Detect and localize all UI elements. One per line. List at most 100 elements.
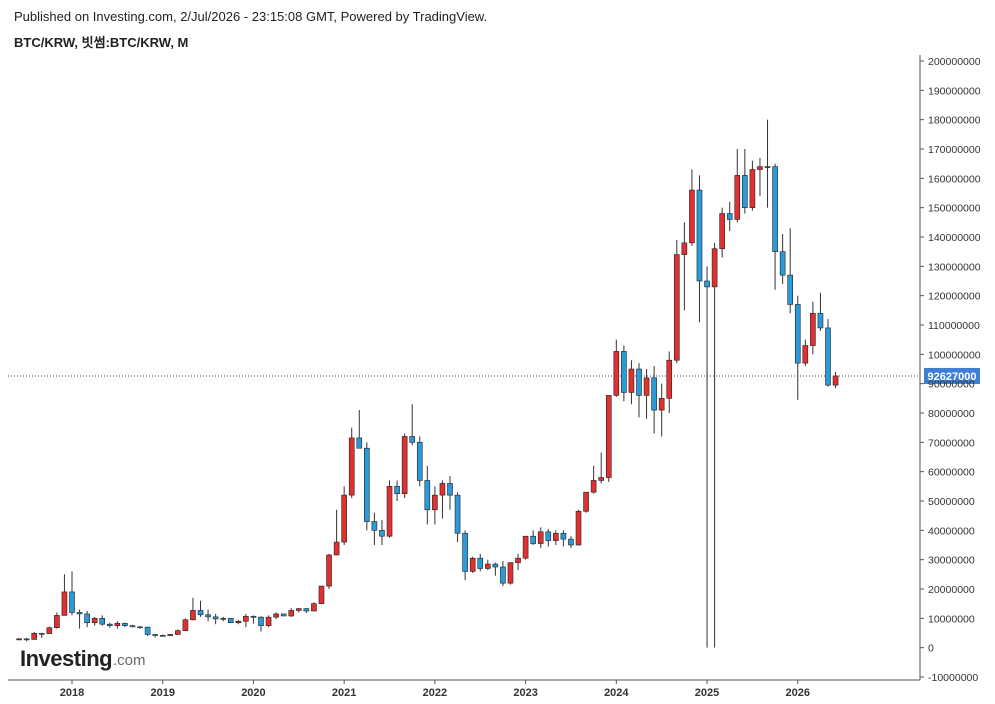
candle-body-up xyxy=(810,312,816,346)
candle xyxy=(779,234,786,284)
candle-body-down xyxy=(742,175,748,208)
candle-body-down xyxy=(477,557,484,569)
candle xyxy=(462,530,468,581)
candle-body-up xyxy=(220,618,226,620)
current-price-line: 92627000 xyxy=(8,367,980,384)
candle-body-down xyxy=(817,312,824,329)
candle xyxy=(303,608,310,614)
candle xyxy=(401,433,408,499)
candle-body-up xyxy=(658,398,665,411)
candle xyxy=(689,169,695,246)
candle xyxy=(764,119,771,208)
y-tick-label: 100000000 xyxy=(928,349,981,361)
candle-body-down xyxy=(462,532,468,572)
candle-body-down xyxy=(122,623,128,626)
candle-body-down xyxy=(621,351,627,393)
candle-body-up xyxy=(832,375,839,386)
candle xyxy=(492,562,499,576)
y-tick-label: 90000000 xyxy=(928,379,975,391)
y-tick-label: 130000000 xyxy=(928,261,981,273)
candle-body-up xyxy=(469,557,476,572)
candle-body-down xyxy=(447,483,453,496)
candle-body-up xyxy=(666,359,673,399)
candle-body-down xyxy=(492,563,499,568)
candle-body-down xyxy=(250,615,257,618)
candle-body-up xyxy=(484,563,491,569)
candle xyxy=(371,512,378,545)
candle xyxy=(772,163,778,290)
candle xyxy=(726,201,733,232)
candle xyxy=(447,476,453,510)
candle-body-down xyxy=(424,480,431,511)
candle xyxy=(182,618,189,632)
candle xyxy=(454,492,461,543)
candle xyxy=(643,369,650,419)
candle xyxy=(719,207,725,258)
candle xyxy=(810,301,816,355)
candle xyxy=(144,626,151,636)
candle-body-up xyxy=(348,437,355,496)
candle-body-up xyxy=(114,623,121,626)
candle xyxy=(220,616,226,622)
candle xyxy=(16,637,22,641)
candle-body-up xyxy=(749,169,756,208)
candle xyxy=(749,160,756,211)
candle-body-down xyxy=(303,608,310,612)
candle xyxy=(341,486,347,545)
candle xyxy=(333,509,340,556)
candle-body-up xyxy=(243,615,249,622)
symbol-title: BTC/KRW, 빗썸:BTC/KRW, M xyxy=(14,35,189,50)
candle xyxy=(212,613,219,625)
candle xyxy=(31,631,38,640)
candle xyxy=(658,383,665,437)
candle xyxy=(364,442,370,531)
y-tick-label: 0 xyxy=(928,643,934,655)
candle xyxy=(409,404,416,446)
candle xyxy=(787,228,794,314)
candle-body-down xyxy=(825,327,831,386)
candle-body-up xyxy=(553,532,559,541)
candle-body-down xyxy=(636,368,642,396)
candle-body-up xyxy=(764,166,771,168)
candle xyxy=(613,339,620,397)
investing-logo: Investing .com xyxy=(20,646,146,671)
candle-body-down xyxy=(779,251,786,276)
candle xyxy=(651,366,657,434)
candle-body-down xyxy=(99,618,106,625)
candle-body-up xyxy=(182,619,189,631)
candle xyxy=(243,613,249,628)
price-label: 92627000 xyxy=(928,371,977,383)
candle xyxy=(621,345,627,402)
candle xyxy=(424,465,431,525)
y-tick-label: 110000000 xyxy=(928,320,980,332)
candle xyxy=(175,629,181,635)
candle xyxy=(507,562,514,585)
candle xyxy=(91,616,98,626)
candle-body-down xyxy=(205,614,211,618)
candle-body-up xyxy=(288,610,295,617)
candle xyxy=(711,242,718,648)
y-tick-label: 120000000 xyxy=(928,291,981,303)
y-tick-label: 60000000 xyxy=(928,467,975,479)
x-tick-label: 2024 xyxy=(604,687,629,699)
x-tick-label: 2020 xyxy=(241,687,265,699)
candle-body-up xyxy=(295,608,302,611)
candle-body-up xyxy=(167,634,174,636)
x-tick-label: 2018 xyxy=(60,687,84,699)
candle xyxy=(129,624,136,628)
candle xyxy=(560,530,567,547)
y-tick-label: 70000000 xyxy=(928,437,975,449)
candle xyxy=(167,634,174,636)
candle-body-up xyxy=(439,483,446,496)
candle xyxy=(605,395,612,482)
candle-body-up xyxy=(681,242,688,255)
candle xyxy=(273,612,279,619)
candle-body-down xyxy=(364,447,370,522)
candle-body-up xyxy=(16,638,22,641)
candle-body-up xyxy=(31,632,38,640)
price-label-bg xyxy=(924,367,980,384)
candle xyxy=(666,351,673,413)
candle xyxy=(379,520,385,545)
candle-body-up xyxy=(605,395,612,478)
